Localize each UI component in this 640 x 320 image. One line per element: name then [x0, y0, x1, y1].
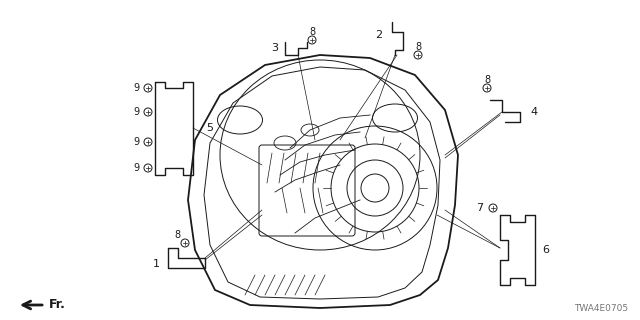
Text: 8: 8 — [484, 75, 490, 85]
Circle shape — [144, 138, 152, 146]
Text: TWA4E0705: TWA4E0705 — [574, 304, 628, 313]
Circle shape — [181, 239, 189, 247]
Circle shape — [489, 204, 497, 212]
Text: 9: 9 — [134, 107, 140, 117]
Text: 3: 3 — [271, 43, 278, 53]
Text: Fr.: Fr. — [49, 299, 66, 311]
Circle shape — [308, 36, 316, 44]
Circle shape — [144, 164, 152, 172]
Text: 7: 7 — [476, 203, 483, 213]
Text: 9: 9 — [134, 137, 140, 147]
Text: 4: 4 — [530, 107, 537, 117]
Circle shape — [144, 84, 152, 92]
Circle shape — [144, 108, 152, 116]
Text: 8: 8 — [415, 42, 421, 52]
Circle shape — [414, 51, 422, 59]
Text: 5: 5 — [207, 123, 214, 133]
Text: 8: 8 — [309, 27, 315, 37]
Circle shape — [483, 84, 491, 92]
Text: 1: 1 — [153, 259, 160, 269]
Text: 8: 8 — [174, 230, 180, 240]
Text: 9: 9 — [134, 83, 140, 93]
Text: 2: 2 — [375, 30, 382, 40]
Text: 6: 6 — [542, 245, 549, 255]
Text: 9: 9 — [134, 163, 140, 173]
